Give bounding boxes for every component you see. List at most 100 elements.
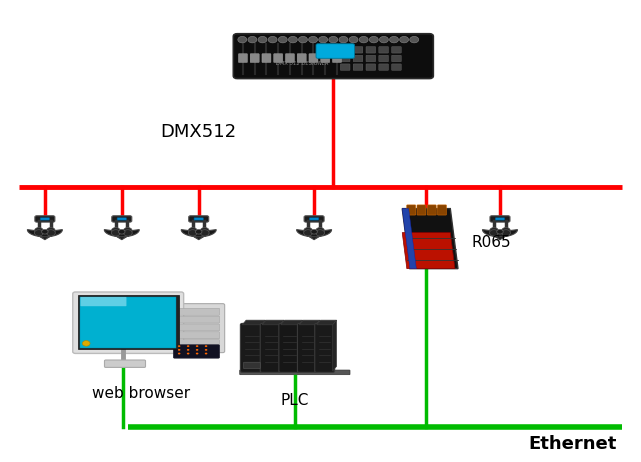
Circle shape [201,227,209,234]
Circle shape [196,345,199,347]
FancyBboxPatch shape [194,218,203,220]
Polygon shape [403,209,417,269]
Polygon shape [403,209,458,269]
Polygon shape [299,320,303,371]
FancyBboxPatch shape [310,218,319,220]
Circle shape [319,36,328,43]
FancyBboxPatch shape [174,308,219,315]
Circle shape [268,36,277,43]
Polygon shape [104,230,139,240]
FancyBboxPatch shape [188,216,209,222]
Text: DMX512: DMX512 [160,123,237,140]
FancyBboxPatch shape [353,55,363,62]
Circle shape [47,227,55,234]
FancyBboxPatch shape [260,323,282,372]
Polygon shape [181,230,216,240]
FancyBboxPatch shape [304,216,324,222]
Text: PLC: PLC [281,393,309,407]
FancyBboxPatch shape [379,64,388,70]
FancyBboxPatch shape [285,54,294,62]
Circle shape [308,36,317,43]
Circle shape [349,36,358,43]
FancyBboxPatch shape [495,218,504,220]
Circle shape [288,36,297,43]
Polygon shape [281,320,303,325]
Circle shape [304,227,312,234]
FancyBboxPatch shape [174,332,219,339]
Circle shape [187,345,190,347]
Circle shape [369,36,378,43]
Circle shape [390,36,399,43]
Circle shape [178,345,181,347]
FancyBboxPatch shape [35,216,55,222]
FancyBboxPatch shape [428,205,437,215]
FancyBboxPatch shape [340,64,350,70]
Circle shape [379,36,388,43]
Circle shape [82,340,90,346]
Circle shape [42,230,48,234]
FancyBboxPatch shape [279,323,301,372]
FancyBboxPatch shape [315,323,335,372]
Circle shape [196,349,199,351]
Circle shape [238,36,247,43]
Circle shape [339,36,348,43]
Polygon shape [317,320,337,325]
FancyBboxPatch shape [392,55,401,62]
FancyBboxPatch shape [320,54,329,62]
FancyBboxPatch shape [340,47,350,53]
FancyBboxPatch shape [78,295,178,349]
Text: Ethernet: Ethernet [529,436,617,453]
FancyBboxPatch shape [174,316,219,323]
FancyBboxPatch shape [81,298,176,348]
FancyBboxPatch shape [40,218,49,220]
Circle shape [112,227,120,234]
Circle shape [196,230,202,234]
Circle shape [201,230,209,236]
Circle shape [119,230,125,234]
Polygon shape [316,320,320,371]
FancyBboxPatch shape [297,54,306,62]
Circle shape [304,230,312,236]
FancyBboxPatch shape [490,216,510,222]
FancyBboxPatch shape [366,47,376,53]
Circle shape [497,230,503,234]
Circle shape [188,230,197,236]
FancyBboxPatch shape [244,362,260,369]
Circle shape [178,353,181,354]
Circle shape [205,345,208,347]
FancyBboxPatch shape [174,324,219,331]
FancyBboxPatch shape [117,218,126,220]
Polygon shape [242,320,265,325]
Circle shape [124,227,132,234]
FancyBboxPatch shape [250,54,259,62]
Circle shape [399,36,408,43]
FancyBboxPatch shape [353,64,363,70]
FancyBboxPatch shape [297,323,318,372]
FancyBboxPatch shape [240,370,350,375]
Circle shape [47,230,55,236]
FancyBboxPatch shape [333,54,342,62]
FancyBboxPatch shape [233,34,433,79]
FancyBboxPatch shape [104,360,146,367]
Circle shape [502,227,510,234]
FancyBboxPatch shape [379,47,388,53]
Polygon shape [299,320,320,325]
Circle shape [490,227,498,234]
Circle shape [329,36,338,43]
Polygon shape [280,320,284,371]
Polygon shape [403,233,455,269]
Text: R065: R065 [471,235,511,250]
Text: DMX 512 DESIGNER: DMX 512 DESIGNER [276,61,328,67]
Circle shape [258,36,267,43]
Polygon shape [297,230,331,240]
FancyBboxPatch shape [407,205,416,215]
Polygon shape [333,320,337,371]
FancyBboxPatch shape [262,54,271,62]
FancyBboxPatch shape [366,55,376,62]
Polygon shape [28,230,62,240]
FancyBboxPatch shape [274,54,283,62]
Circle shape [248,36,257,43]
Circle shape [35,227,43,234]
Circle shape [502,230,510,236]
Circle shape [316,230,324,236]
